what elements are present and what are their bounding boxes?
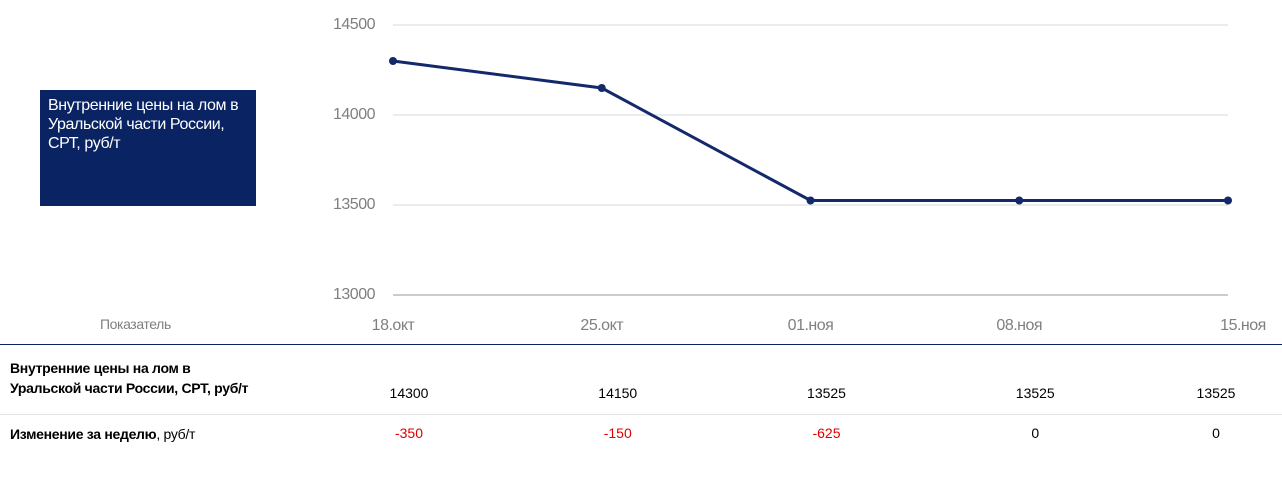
table-value: 0 (1031, 425, 1040, 441)
x-tick-label: 25.окт (580, 317, 624, 334)
point (1224, 196, 1232, 205)
table-value: 13525 (1196, 385, 1236, 401)
table-value: -350 (394, 425, 424, 441)
row-label-part: Внутренние цены на лом в Уральской части… (10, 360, 249, 396)
x-tick-label: 01.ноя (788, 317, 834, 334)
row-label-part: , руб/т (156, 426, 196, 442)
row-label-part: Изменение за неделю (10, 426, 157, 442)
y-tick-label: 14500 (333, 16, 376, 33)
x-tick-label: 08.ноя (996, 317, 1042, 334)
table-value: 14150 (598, 385, 638, 401)
header-rule (0, 344, 1282, 345)
table-header: Показатель (100, 316, 171, 332)
row-label: Внутренние цены на лом в Уральской части… (10, 358, 260, 398)
series-line (392, 59, 1228, 202)
row-rule (0, 414, 1282, 415)
legend-box: Внутренние цены на лом в Уральской части… (40, 90, 256, 206)
point (389, 57, 397, 65)
y-tick-label: 13500 (333, 196, 376, 213)
table-value: -150 (603, 425, 632, 441)
y-tick-label: 13000 (333, 286, 376, 303)
y-tick-label: 14000 (333, 106, 376, 123)
x-tick-label: 18.окт (372, 317, 416, 334)
point (806, 196, 815, 205)
table-value: 13525 (1015, 385, 1055, 401)
table-value: 13525 (807, 385, 846, 401)
x-tick-label: 15.ноя (1220, 317, 1266, 334)
table-value: 14300 (389, 385, 429, 401)
table-value: -625 (812, 425, 841, 441)
table-value: 0 (1212, 425, 1220, 441)
point (597, 84, 606, 92)
point (1015, 196, 1024, 205)
row-label: Изменение за неделю, руб/т (10, 424, 260, 444)
